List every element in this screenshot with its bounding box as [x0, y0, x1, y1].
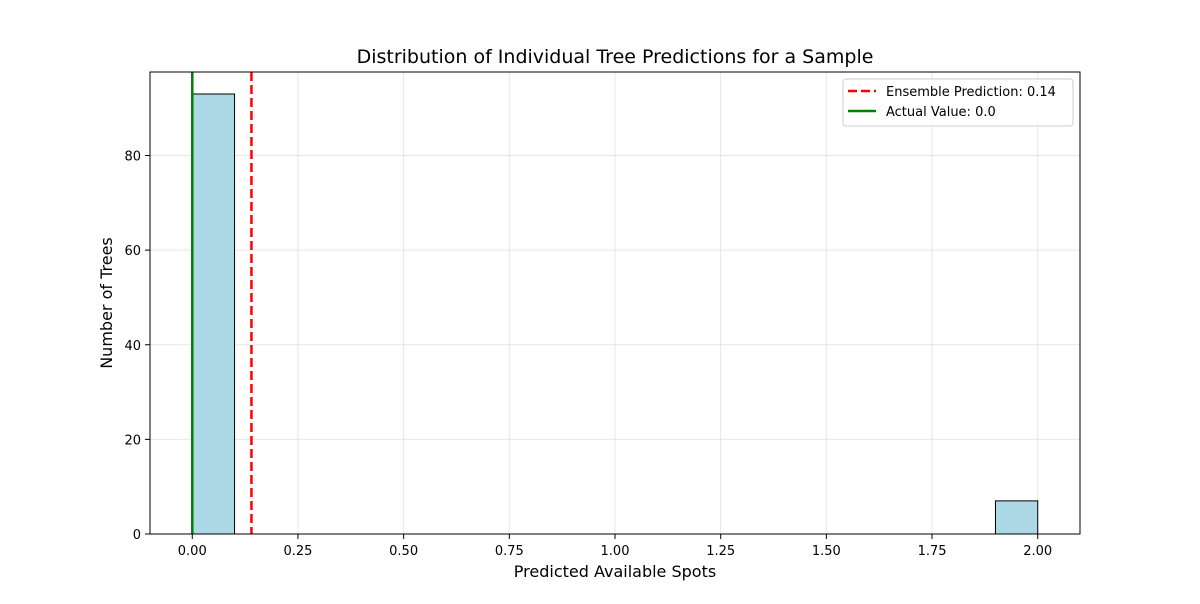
y-tick-label: 80: [124, 150, 141, 165]
x-axis-title: Predicted Available Spots: [514, 562, 716, 581]
bar-layer: [191, 93, 1039, 535]
x-tick-label: 0.25: [283, 544, 312, 559]
x-tick-label: 1.75: [918, 544, 947, 559]
x-tick-label: 1.25: [706, 544, 735, 559]
x-tick-label: 0.75: [495, 544, 524, 559]
x-tick-label: 1.00: [601, 544, 630, 559]
reference-line-layer: [191, 72, 253, 534]
chart-title: Distribution of Individual Tree Predicti…: [357, 46, 874, 68]
x-tick-label: 0.50: [389, 544, 418, 559]
histogram-bar: [994, 500, 1039, 535]
legend-label: Ensemble Prediction: 0.14: [886, 85, 1056, 100]
x-axis-ticks: 0.00 0.25 0.50 0.75 1.00 1.25 1.50 1.75 2.00: [178, 534, 1052, 559]
x-tick-label: 0.00: [178, 544, 207, 559]
x-tick-label: 2.00: [1023, 544, 1052, 559]
y-tick-label: 20: [124, 433, 141, 448]
y-axis-ticks: 0 20 40 60 80: [124, 150, 150, 543]
legend-label: Actual Value: 0.0: [886, 105, 996, 120]
histogram-bar: [191, 93, 236, 535]
y-axis-title: Number of Trees: [97, 237, 116, 369]
legend-box: [842, 78, 1074, 127]
y-tick-label: 0: [133, 528, 141, 543]
y-tick-label: 60: [124, 244, 141, 259]
y-tick-label: 40: [124, 339, 141, 354]
legend: Ensemble Prediction: 0.14 Actual Value: 0…: [842, 78, 1074, 127]
x-tick-label: 1.50: [812, 544, 841, 559]
